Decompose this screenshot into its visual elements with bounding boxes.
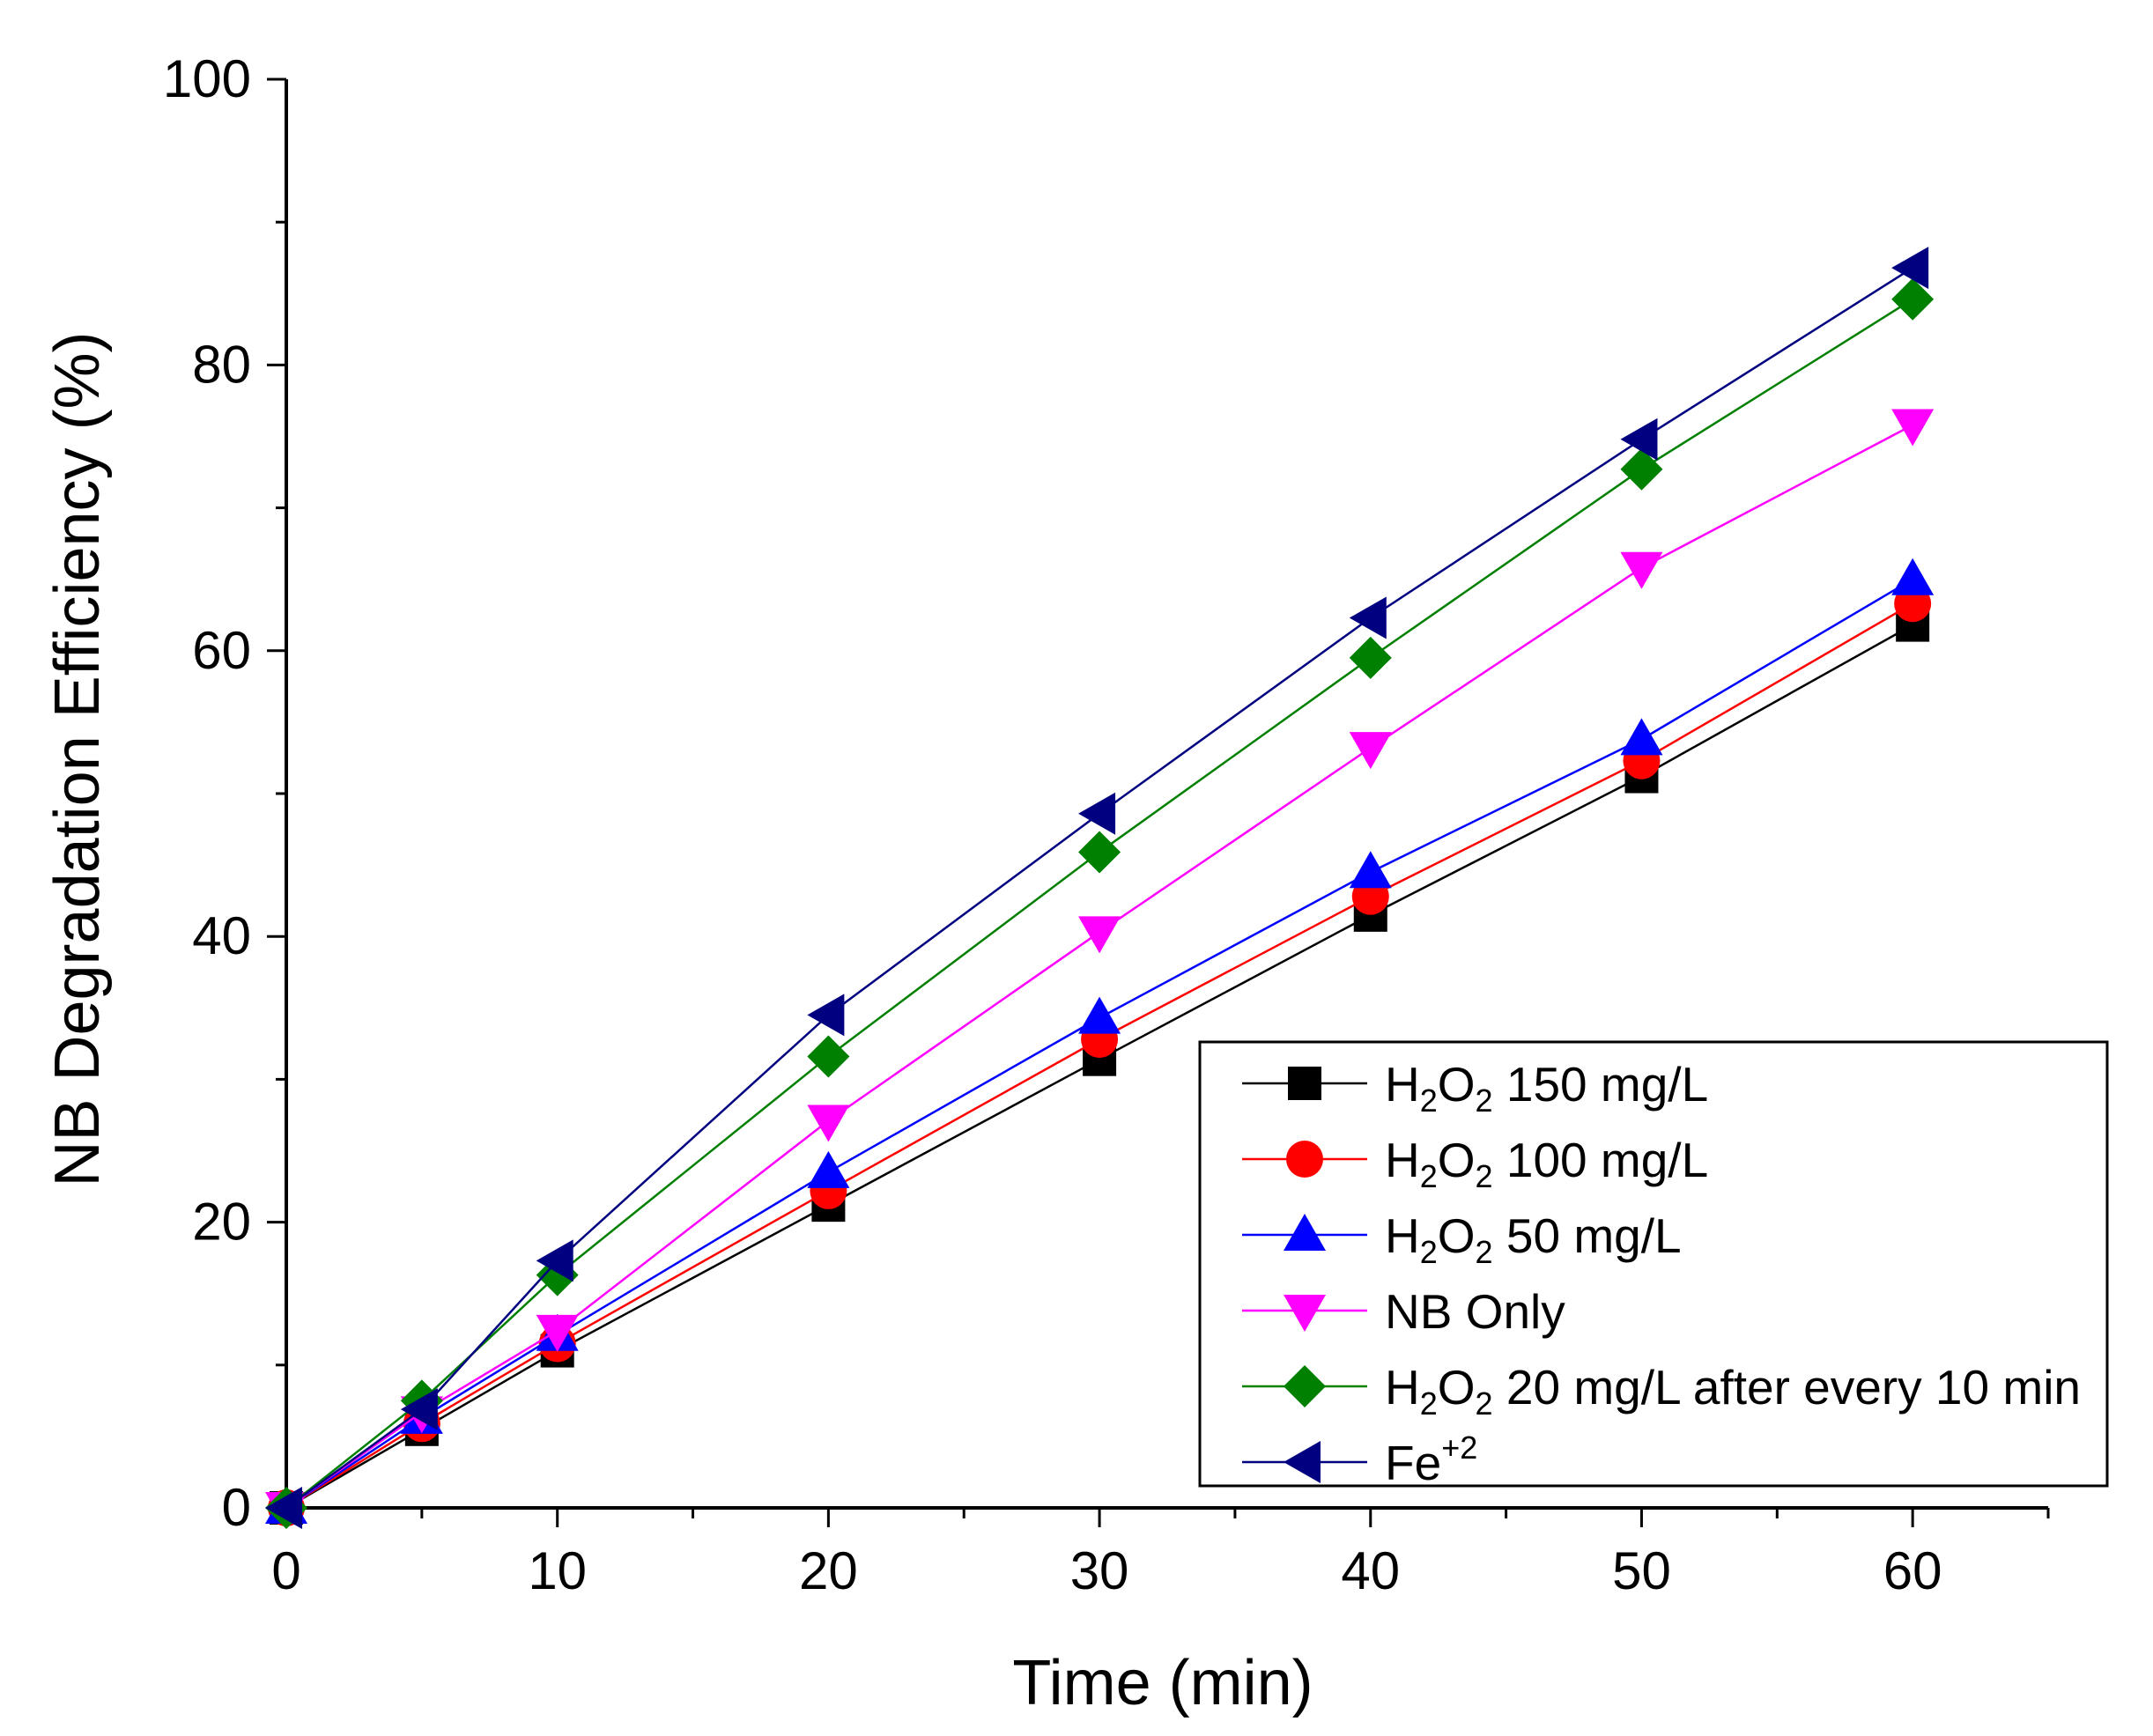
- x-axis-title: Time (min): [1012, 1648, 1313, 1718]
- data-point: [1620, 417, 1658, 461]
- axes: 0 10 20 30 40 50 60 0 20 40 60 80 100: [163, 49, 2050, 1600]
- legend-label-part: 2: [1420, 1082, 1438, 1119]
- series-line: [285, 267, 1913, 1510]
- data-point: [536, 1239, 573, 1282]
- legend-label-part: 2: [1476, 1385, 1493, 1422]
- legend-label-part: 50 mg/L: [1493, 1208, 1682, 1263]
- x-tick-label: 20: [799, 1541, 858, 1600]
- legend-entry: H2O2 50 mg/L: [1242, 1208, 1682, 1270]
- data-point: [1349, 851, 1392, 889]
- data-point: [1891, 277, 1935, 321]
- data-point: [1891, 409, 1935, 447]
- data-point: [1891, 247, 1929, 290]
- legend-entry: H2O2 20 mg/L after every 10 min: [1242, 1360, 2081, 1422]
- legend-marker: [1288, 1067, 1321, 1100]
- x-tick-label: 0: [271, 1541, 300, 1600]
- series-line: [285, 424, 1913, 1510]
- legend-label-part: H: [1385, 1360, 1420, 1415]
- data-point: [1078, 996, 1121, 1034]
- legend-label-part: 2: [1476, 1234, 1493, 1270]
- x-tick-label: 60: [1883, 1541, 1942, 1600]
- y-tick-label: 60: [192, 621, 251, 680]
- data-point: [807, 1035, 850, 1078]
- data-point: [1891, 558, 1935, 595]
- data-point: [536, 1314, 579, 1352]
- legend-label-part: 20 mg/L after every 10 min: [1493, 1360, 2081, 1415]
- legend-label: H2O2 20 mg/L after every 10 min: [1385, 1360, 2081, 1422]
- series-4: [265, 277, 1935, 1529]
- series-5: [265, 247, 1929, 1529]
- data-point: [1349, 636, 1392, 679]
- legend-label-part: 2: [1420, 1234, 1438, 1270]
- legend-label: H2O2 100 mg/L: [1385, 1133, 1708, 1194]
- legend-label: Fe+2: [1385, 1429, 1477, 1490]
- x-tick-label: 10: [528, 1541, 587, 1600]
- x-tick-label: 40: [1341, 1541, 1400, 1600]
- series-line: [285, 298, 1913, 1509]
- legend-marker: [1284, 1295, 1326, 1332]
- y-tick-label: 40: [192, 906, 251, 965]
- data-point: [1349, 732, 1392, 770]
- x-tick-label: 30: [1070, 1541, 1129, 1600]
- legend-label-part: 2: [1420, 1385, 1438, 1422]
- data-point: [1620, 551, 1663, 589]
- data-point: [1620, 447, 1663, 491]
- legend-label-part: NB Only: [1385, 1284, 1565, 1339]
- data-point: [400, 1388, 438, 1431]
- legend-marker: [1286, 1141, 1323, 1178]
- series-line: [285, 624, 1913, 1510]
- legend-label-part: +2: [1441, 1429, 1477, 1466]
- data-point: [807, 1150, 850, 1188]
- y-tick-label: 100: [163, 49, 251, 108]
- legend-label-part: 2: [1420, 1158, 1438, 1194]
- legend-label-part: O: [1438, 1208, 1476, 1263]
- data-point: [1349, 596, 1387, 639]
- series-line: [285, 578, 1913, 1510]
- legend-marker: [1284, 1441, 1321, 1483]
- x-tick-label: 50: [1612, 1541, 1671, 1600]
- y-tick-label: 80: [192, 335, 251, 394]
- legend-label: NB Only: [1385, 1284, 1565, 1339]
- legend-label-part: 150 mg/L: [1493, 1057, 1709, 1112]
- legend-label-part: 2: [1476, 1082, 1493, 1119]
- legend-label: H2O2 50 mg/L: [1385, 1208, 1682, 1270]
- y-tick-label: 20: [192, 1193, 251, 1252]
- legend-marker: [1284, 1365, 1326, 1407]
- legend-entry: H2O2 150 mg/L: [1242, 1057, 1708, 1119]
- legend-label-part: H: [1385, 1133, 1420, 1187]
- legend-entry: NB Only: [1242, 1284, 1565, 1339]
- data-point: [1078, 916, 1121, 954]
- legend-label-part: O: [1438, 1057, 1476, 1112]
- legend-label-part: Fe: [1385, 1436, 1441, 1490]
- legend-label-part: H: [1385, 1057, 1420, 1112]
- legend-label-part: 100 mg/L: [1493, 1133, 1709, 1187]
- y-tick-label: 0: [222, 1478, 251, 1537]
- data-point: [265, 1487, 302, 1529]
- legend-entry: Fe+2: [1242, 1429, 1477, 1490]
- legend-marker: [1284, 1214, 1326, 1251]
- data-point: [1078, 792, 1116, 835]
- legend-entry: H2O2 100 mg/L: [1242, 1133, 1708, 1194]
- legend-label-part: O: [1438, 1133, 1476, 1187]
- data-point: [1078, 831, 1121, 874]
- legend-label-part: H: [1385, 1208, 1420, 1263]
- legend-box: [1198, 1040, 2109, 1488]
- series-line: [285, 602, 1913, 1510]
- legend-label-part: 2: [1476, 1158, 1493, 1194]
- y-axis-title: NB Degradation Efficiency (%): [42, 331, 113, 1186]
- series-layer: [265, 247, 1935, 1529]
- data-point: [807, 1104, 850, 1142]
- data-point: [807, 994, 845, 1037]
- data-point: [1620, 718, 1663, 756]
- legend-label: H2O2 150 mg/L: [1385, 1057, 1708, 1119]
- legend-label-part: O: [1438, 1360, 1476, 1415]
